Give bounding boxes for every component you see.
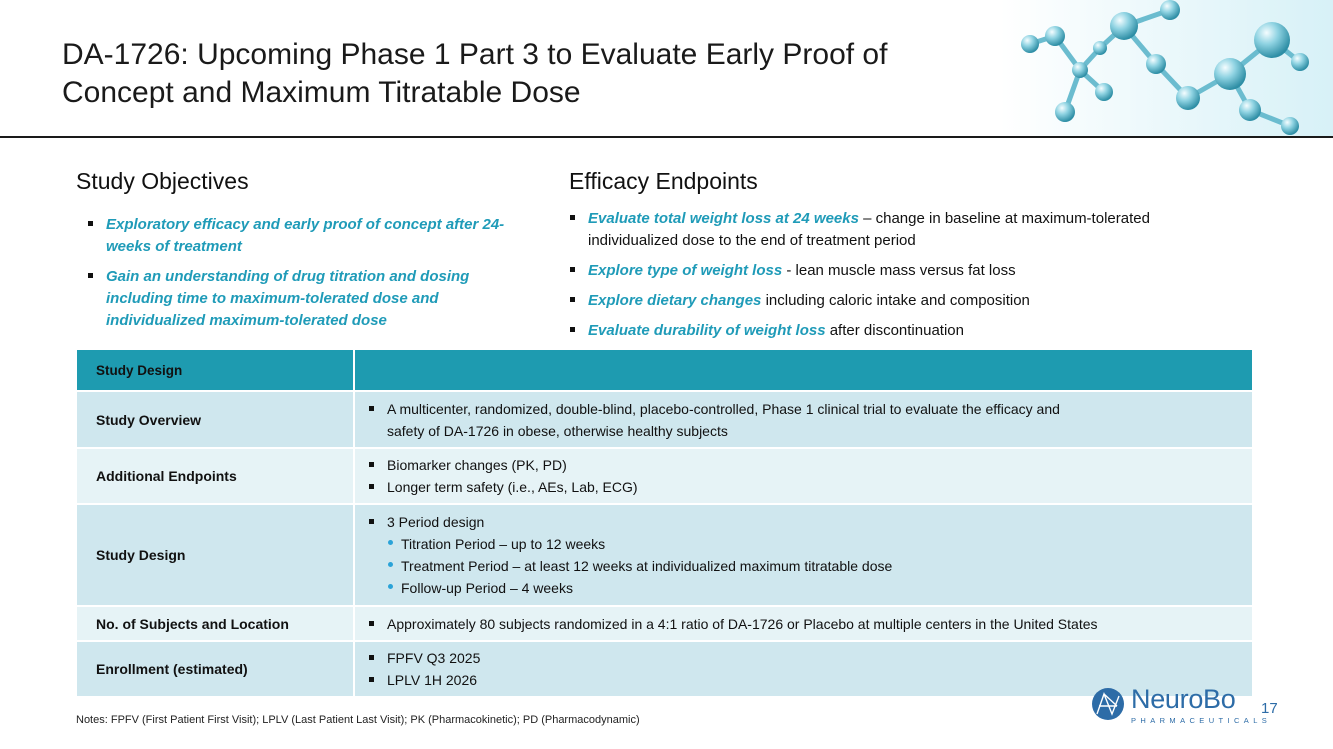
table-header-blank xyxy=(355,350,1252,392)
molecule-image xyxy=(1000,0,1333,136)
table-header-label: Study Design xyxy=(77,350,355,392)
page-number: 17 xyxy=(1261,700,1278,717)
row-value: Approximately 80 subjects randomized in … xyxy=(355,607,1252,642)
slide-title: DA-1726: Upcoming Phase 1 Part 3 to Eval… xyxy=(62,38,888,109)
bullet-icon xyxy=(570,297,575,302)
list-item: A multicenter, randomized, double-blind,… xyxy=(369,398,1067,442)
endpoint-item: Explore dietary changes including calori… xyxy=(570,290,1230,312)
study-objectives-heading: Study Objectives xyxy=(76,168,249,194)
efficacy-endpoints-heading: Efficacy Endpoints xyxy=(569,168,758,194)
table-row-subjects-location: No. of Subjects and Location Approximate… xyxy=(77,607,1252,642)
row-value: Biomarker changes (PK, PD) Longer term s… xyxy=(355,449,1252,505)
dot-bullet-icon xyxy=(388,584,393,589)
row-label: No. of Subjects and Location xyxy=(77,607,355,642)
table-row-study-overview: Study Overview A multicenter, randomized… xyxy=(77,392,1252,449)
neurobo-logo-icon xyxy=(1092,688,1124,720)
bullet-icon xyxy=(369,655,374,660)
efficacy-endpoints-list: Evaluate total weight loss at 24 weeks –… xyxy=(570,208,1230,350)
footnotes: Notes: FPFV (First Patient First Visit);… xyxy=(76,714,640,726)
bullet-icon xyxy=(88,273,93,278)
list-item: LPLV 1H 2026 xyxy=(369,669,1251,691)
bullet-icon xyxy=(369,484,374,489)
bullet-icon xyxy=(369,462,374,467)
list-item: Approximately 80 subjects randomized in … xyxy=(369,613,1251,635)
sub-list-item: Treatment Period – at least 12 weeks at … xyxy=(369,555,1251,577)
row-label: Study Design xyxy=(77,505,355,607)
row-label: Additional Endpoints xyxy=(77,449,355,505)
table-row-study-design: Study Design 3 Period design Titration P… xyxy=(77,505,1252,607)
bullet-icon xyxy=(369,677,374,682)
bullet-icon xyxy=(88,221,93,226)
table-header-row: Study Design xyxy=(77,350,1252,392)
dot-bullet-icon xyxy=(388,540,393,545)
sub-list-item: Follow-up Period – 4 weeks xyxy=(369,577,1251,599)
logo-subtitle: PHARMACEUTICALS xyxy=(1131,716,1272,725)
bullet-icon xyxy=(369,620,374,626)
list-item: 3 Period design xyxy=(369,511,1251,533)
study-objectives-list: Exploratory efficacy and early proof of … xyxy=(88,214,538,340)
table-row-additional-endpoints: Additional Endpoints Biomarker changes (… xyxy=(77,449,1252,505)
endpoint-item: Evaluate total weight loss at 24 weeks –… xyxy=(570,208,1230,252)
endpoint-item: Evaluate durability of weight loss after… xyxy=(570,320,1230,342)
bullet-icon xyxy=(570,267,575,272)
endpoint-item: Explore type of weight loss - lean muscl… xyxy=(570,260,1230,282)
study-design-table: Study Design Study Overview A multicente… xyxy=(77,350,1252,698)
row-value: A multicenter, randomized, double-blind,… xyxy=(355,392,1252,449)
logo-wordmark: NeuroBo xyxy=(1131,684,1236,714)
list-item: Biomarker changes (PK, PD) xyxy=(369,454,1251,476)
title-divider xyxy=(0,136,1333,138)
row-label: Enrollment (estimated) xyxy=(77,642,355,698)
bullet-icon xyxy=(570,215,575,220)
row-value: 3 Period design Titration Period – up to… xyxy=(355,505,1252,607)
objective-item: Gain an understanding of drug titration … xyxy=(88,266,538,332)
row-label: Study Overview xyxy=(77,392,355,449)
bullet-icon xyxy=(369,405,374,411)
bullet-icon xyxy=(570,327,575,332)
list-item: Longer term safety (i.e., AEs, Lab, ECG) xyxy=(369,476,1251,498)
list-item: FPFV Q3 2025 xyxy=(369,647,1251,669)
bullet-icon xyxy=(369,519,374,524)
objective-item: Exploratory efficacy and early proof of … xyxy=(88,214,538,258)
dot-bullet-icon xyxy=(388,562,393,567)
sub-list-item: Titration Period – up to 12 weeks xyxy=(369,533,1251,555)
row-value: FPFV Q3 2025 LPLV 1H 2026 xyxy=(355,642,1252,698)
table-row-enrollment: Enrollment (estimated) FPFV Q3 2025 LPLV… xyxy=(77,642,1252,698)
